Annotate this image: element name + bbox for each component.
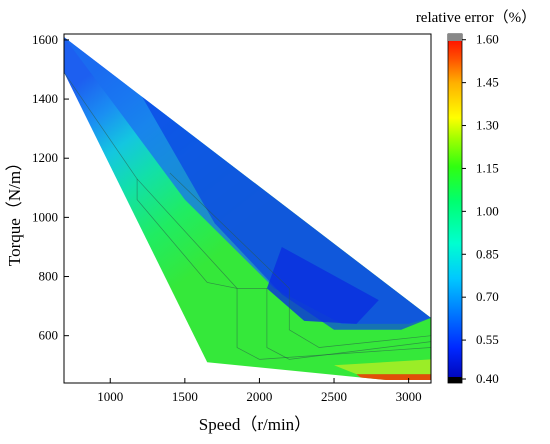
x-tick-label: 1000	[97, 389, 123, 404]
y-tick-label: 800	[39, 269, 59, 284]
colorbar-tick-label: 1.30	[476, 118, 499, 133]
colorbar-tick-label: 1.00	[476, 203, 499, 218]
x-tick-label: 2500	[321, 389, 347, 404]
colorbar-title: relative error（%）	[416, 9, 536, 26]
x-tick-label: 2000	[246, 389, 272, 404]
colorbar-tick-label: 1.15	[476, 160, 499, 175]
colorbar-tick-label: 1.60	[476, 32, 499, 47]
colorbar: 0.40 0.55 0.70 0.85 1.00 1.15 1.30 1.45 1.60	[447, 32, 499, 386]
y-tick-label: 1000	[32, 209, 58, 224]
colorbar-tick-label: 0.40	[476, 371, 499, 386]
y-axis-label: Torque（N/m）	[5, 154, 24, 266]
y-tick-label: 1400	[32, 91, 58, 106]
x-axis-ticks: 1000 1500 2000 2500 3000	[97, 378, 422, 404]
colorbar-tick-label: 0.70	[476, 289, 499, 304]
colorbar-tick-label: 0.85	[476, 246, 499, 261]
y-tick-label: 1600	[32, 32, 58, 47]
y-tick-label: 600	[39, 328, 59, 343]
colorbar-ticks: 0.40 0.55 0.70 0.85 1.00 1.15 1.30 1.45 1.60	[462, 32, 499, 386]
x-tick-label: 1500	[172, 389, 198, 404]
y-axis-ticks: 600 800 1000 1200 1400 1600	[32, 32, 69, 343]
colorbar-tick-label: 0.55	[476, 332, 499, 347]
x-tick-label: 3000	[396, 389, 422, 404]
y-tick-label: 1200	[32, 150, 58, 165]
x-axis-label: Speed（r/min）	[199, 415, 311, 434]
colorbar-tick-label: 1.45	[476, 75, 499, 90]
